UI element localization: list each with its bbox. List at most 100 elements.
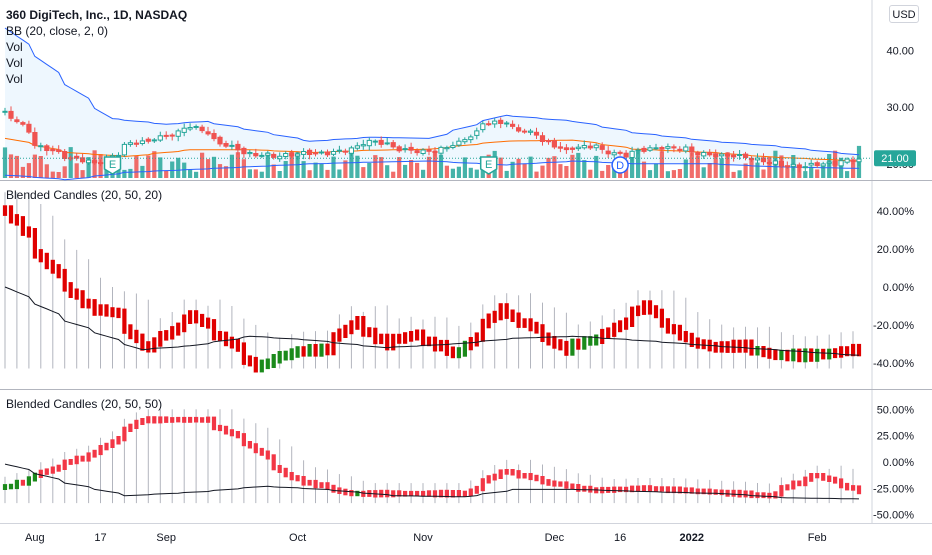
- volume-bar: [116, 165, 121, 178]
- candle: [444, 145, 450, 152]
- candle: [784, 161, 790, 169]
- blended-bar: [522, 318, 527, 328]
- candle: [20, 120, 26, 127]
- earnings-marker[interactable]: E: [103, 156, 122, 175]
- blended-bar: [767, 347, 772, 359]
- blended-bar: [468, 488, 473, 496]
- volume-bar: [522, 163, 527, 178]
- blended-bar: [307, 344, 312, 357]
- blended-candles-legend-2[interactable]: Blended Candles (20, 50, 50): [6, 397, 163, 411]
- candle: [790, 162, 796, 171]
- blended-bar: [558, 339, 563, 351]
- volume-bar: [158, 157, 163, 178]
- candle-body: [456, 140, 462, 146]
- candle-body: [426, 149, 432, 152]
- candle-body: [432, 151, 438, 153]
- volume-bar: [331, 156, 336, 178]
- blended-bar: [403, 332, 408, 344]
- candle: [235, 140, 241, 155]
- dividend-marker[interactable]: D: [611, 156, 629, 174]
- volume-bar: [56, 172, 61, 178]
- blended-bar: [785, 484, 790, 491]
- volume-bar: [391, 171, 396, 178]
- volume-bar: [403, 164, 408, 178]
- candle-body: [707, 152, 713, 156]
- candle: [121, 142, 128, 158]
- volume-bar: [552, 156, 557, 178]
- blended-bar: [349, 320, 354, 335]
- candle: [468, 134, 474, 144]
- blended-bar: [630, 485, 635, 493]
- blended-bar: [140, 418, 145, 425]
- volume-bar: [618, 171, 623, 178]
- volume-bar: [385, 165, 390, 178]
- currency-button[interactable]: USD: [889, 5, 919, 23]
- candle-body: [575, 146, 581, 150]
- volume-bar: [122, 169, 127, 178]
- candle: [498, 117, 504, 129]
- candle: [814, 160, 820, 168]
- volume-bar: [510, 161, 515, 178]
- candle: [617, 150, 623, 156]
- blended-bar: [606, 327, 611, 339]
- volume-bar: [397, 157, 402, 178]
- candle-body: [151, 139, 157, 142]
- candle-body: [617, 151, 623, 154]
- candle-body: [486, 123, 492, 126]
- blended-bar: [564, 481, 569, 489]
- candle-body: [438, 146, 444, 154]
- candle-body: [659, 147, 665, 150]
- candle-body: [856, 158, 862, 163]
- candle: [486, 120, 492, 127]
- blended-candles-legend-1[interactable]: Blended Candles (20, 50, 20): [6, 188, 163, 202]
- candle-body: [820, 163, 826, 167]
- blended-bar: [564, 340, 569, 356]
- blended-bar: [277, 465, 282, 473]
- blended-bar: [200, 313, 205, 327]
- time-tick-label: 16: [614, 532, 626, 544]
- volume-bar: [462, 157, 467, 178]
- time-tick-label: Oct: [289, 532, 306, 544]
- indicator-legend-bb[interactable]: BB (20, close, 2, 0): [6, 24, 109, 38]
- blended-bar: [630, 306, 635, 327]
- indicator-legend-vol-1[interactable]: Vol: [6, 40, 23, 54]
- volume-bar: [355, 155, 360, 178]
- candle: [707, 149, 713, 157]
- indicator-legend-vol-3[interactable]: Vol: [6, 72, 23, 86]
- volume-bar: [749, 158, 754, 178]
- time-tick-label: Feb: [808, 532, 827, 544]
- blended-bar: [719, 489, 724, 496]
- blended-bar: [498, 469, 503, 479]
- blended-bar: [26, 226, 31, 238]
- volume-bar: [223, 166, 229, 178]
- volume-bar: [44, 164, 49, 178]
- blended-bar: [534, 321, 539, 334]
- volume-bar: [74, 163, 79, 178]
- earnings-marker[interactable]: E: [479, 156, 498, 175]
- blended-bar: [480, 478, 485, 492]
- volume-bar: [68, 147, 73, 178]
- candle: [844, 157, 850, 165]
- candle: [330, 148, 337, 156]
- blended-bar: [761, 346, 766, 358]
- blended-bar: [421, 490, 426, 497]
- volume-bar: [540, 165, 545, 178]
- volume-bar: [797, 167, 802, 178]
- blended-candles-pane-1[interactable]: [2, 192, 862, 373]
- blended-bar: [92, 449, 97, 458]
- blended-bar: [379, 489, 384, 498]
- earnings-marker-shape: [103, 156, 122, 175]
- blended-candles-pane-2[interactable]: [2, 409, 862, 504]
- blended-bar: [409, 331, 414, 342]
- volume-bar: [785, 166, 790, 178]
- indicator-legend-vol-2[interactable]: Vol: [6, 56, 23, 70]
- volume-bar: [361, 167, 366, 178]
- bollinger-upper-line: [4, 27, 860, 156]
- blended-bar: [612, 322, 617, 337]
- blended-bar: [749, 490, 754, 499]
- symbol-title[interactable]: 360 DigiTech, Inc., 1D, NASDAQ: [6, 8, 188, 22]
- last-price-label[interactable]: 21.00: [874, 150, 916, 167]
